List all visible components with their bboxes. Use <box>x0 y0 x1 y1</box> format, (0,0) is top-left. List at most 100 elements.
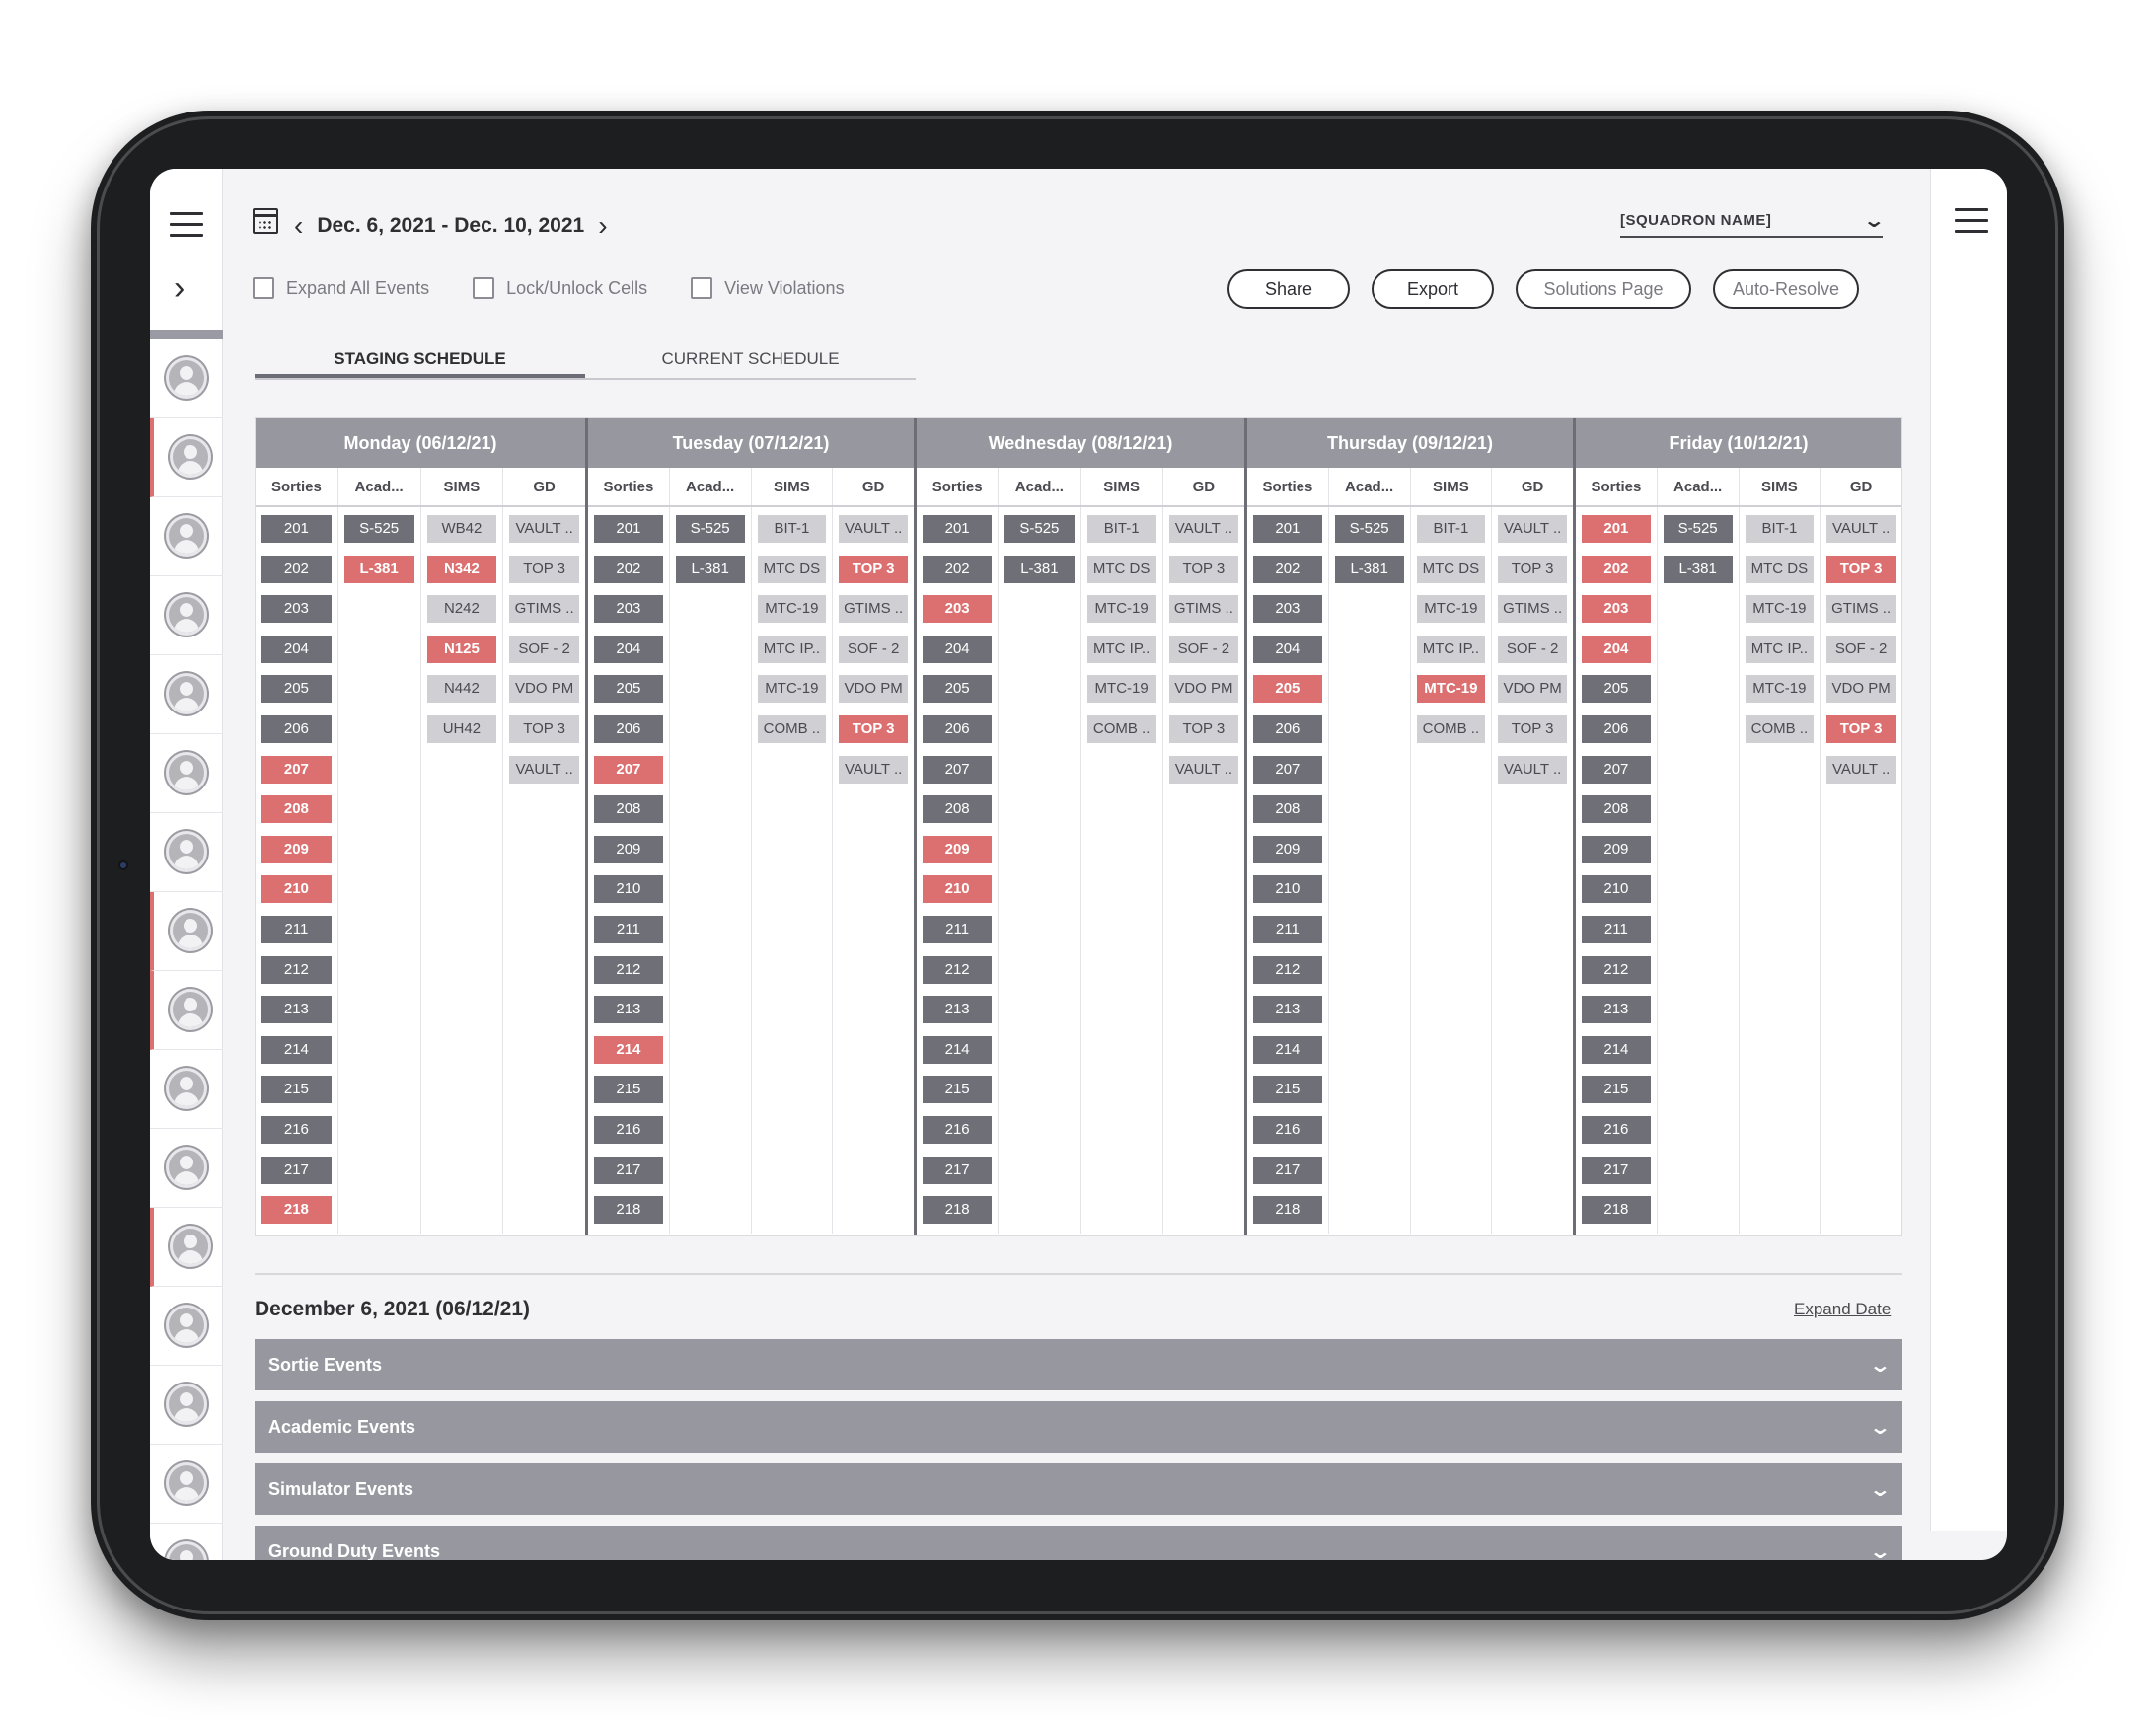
sortie-cell[interactable]: 202 <box>261 555 332 583</box>
sortie-cell-violation[interactable]: 204 <box>1582 635 1651 663</box>
ground-duty-cell-violation[interactable]: TOP 3 <box>839 714 908 743</box>
sortie-cell[interactable]: 203 <box>594 595 663 624</box>
sortie-cell[interactable]: 206 <box>261 714 332 743</box>
sortie-cell[interactable]: 214 <box>261 1035 332 1064</box>
ground-duty-cell[interactable]: GTIMS .. <box>1168 595 1238 624</box>
sortie-cell[interactable]: 201 <box>261 515 332 543</box>
ground-duty-cell-violation[interactable]: TOP 3 <box>1826 714 1896 743</box>
ground-duty-cell[interactable]: TOP 3 <box>509 714 579 743</box>
sortie-cell[interactable]: 207 <box>923 755 993 784</box>
sortie-cell[interactable]: 215 <box>923 1076 993 1104</box>
ground-duty-cell[interactable]: GTIMS .. <box>509 595 579 624</box>
checkbox-box[interactable] <box>691 277 713 299</box>
sim-cell-violation[interactable]: N125 <box>426 635 497 663</box>
sim-cell[interactable]: BIT-1 <box>757 515 827 543</box>
sortie-cell[interactable]: 215 <box>594 1076 663 1104</box>
sortie-cell-violation[interactable]: 218 <box>261 1196 332 1225</box>
academic-cell[interactable]: L-381 <box>1663 555 1733 583</box>
academic-cell[interactable]: L-381 <box>1334 555 1404 583</box>
checkbox-box[interactable] <box>473 277 495 299</box>
sim-cell[interactable]: UH42 <box>426 714 497 743</box>
sim-cell[interactable]: MTC-19 <box>1745 675 1815 704</box>
sortie-cell-violation[interactable]: 201 <box>1582 515 1651 543</box>
sortie-cell-violation[interactable]: 209 <box>923 835 993 863</box>
sortie-cell[interactable]: 211 <box>594 915 663 943</box>
sim-cell[interactable]: MTC DS <box>1416 555 1486 583</box>
sortie-cell[interactable]: 211 <box>1253 915 1322 943</box>
auto-resolve-button[interactable]: Auto-Resolve <box>1713 269 1859 309</box>
sortie-cell[interactable]: 215 <box>261 1076 332 1104</box>
sim-cell[interactable]: BIT-1 <box>1416 515 1486 543</box>
roster-row[interactable] <box>150 1050 223 1129</box>
sortie-cell[interactable]: 217 <box>594 1156 663 1184</box>
ground-duty-cell[interactable]: VAULT .. <box>1498 755 1567 784</box>
ground-duty-cell[interactable]: VAULT .. <box>1168 755 1238 784</box>
sortie-cell[interactable]: 201 <box>1253 515 1322 543</box>
solutions-page-button[interactable]: Solutions Page <box>1516 269 1691 309</box>
sortie-cell[interactable]: 213 <box>1582 996 1651 1024</box>
sim-cell[interactable]: WB42 <box>426 515 497 543</box>
sim-cell[interactable]: MTC-19 <box>1416 595 1486 624</box>
sortie-cell[interactable]: 215 <box>1582 1076 1651 1104</box>
roster-row[interactable] <box>150 1524 223 1560</box>
sortie-cell-violation[interactable]: 214 <box>594 1035 663 1064</box>
sortie-cell[interactable]: 217 <box>1253 1156 1322 1184</box>
sim-cell[interactable]: MTC-19 <box>1086 595 1156 624</box>
view-violations-checkbox[interactable]: View Violations <box>691 277 845 299</box>
sortie-cell-violation[interactable]: 203 <box>1582 595 1651 624</box>
hamburger-menu-icon[interactable] <box>1955 208 1988 234</box>
tab-current-schedule[interactable]: CURRENT SCHEDULE <box>661 349 840 368</box>
sortie-cell[interactable]: 210 <box>594 875 663 904</box>
sortie-cell[interactable]: 217 <box>1582 1156 1651 1184</box>
academic-cell-violation[interactable]: L-381 <box>343 555 414 583</box>
sortie-cell[interactable]: 211 <box>261 915 332 943</box>
sim-cell[interactable]: MTC-19 <box>1745 595 1815 624</box>
sim-cell[interactable]: N442 <box>426 675 497 704</box>
ground-duty-cell-violation[interactable]: TOP 3 <box>1826 555 1896 583</box>
sortie-cell[interactable]: 205 <box>1582 675 1651 704</box>
roster-row[interactable] <box>150 1208 223 1287</box>
sortie-cell[interactable]: 216 <box>1582 1115 1651 1144</box>
ground-duty-cell[interactable]: VDO PM <box>1168 675 1238 704</box>
academic-cell[interactable]: S-525 <box>1004 515 1075 543</box>
tab-staging-schedule[interactable]: STAGING SCHEDULE <box>255 344 585 378</box>
sim-cell-violation[interactable]: MTC-19 <box>1416 675 1486 704</box>
roster-row[interactable] <box>150 971 223 1050</box>
ground-duty-cell[interactable]: VAULT .. <box>839 515 908 543</box>
sortie-cell[interactable]: 208 <box>923 795 993 824</box>
sortie-events-accordion[interactable]: Sortie Events ⌄ <box>255 1339 1902 1390</box>
calendar-icon[interactable] <box>253 208 278 234</box>
sortie-cell[interactable]: 201 <box>923 515 993 543</box>
export-button[interactable]: Export <box>1372 269 1494 309</box>
roster-row[interactable] <box>150 655 223 734</box>
sortie-cell[interactable]: 205 <box>261 675 332 704</box>
ground-duty-cell[interactable]: TOP 3 <box>1498 714 1567 743</box>
sortie-cell[interactable]: 210 <box>1582 875 1651 904</box>
sim-cell[interactable]: COMB .. <box>757 714 827 743</box>
sim-cell[interactable]: COMB .. <box>1086 714 1156 743</box>
sortie-cell[interactable]: 213 <box>923 996 993 1024</box>
sortie-cell[interactable]: 201 <box>594 515 663 543</box>
sortie-cell[interactable]: 209 <box>1582 835 1651 863</box>
sortie-cell[interactable]: 209 <box>594 835 663 863</box>
sortie-cell-violation[interactable]: 210 <box>923 875 993 904</box>
ground-duty-cell[interactable]: VAULT .. <box>509 515 579 543</box>
share-button[interactable]: Share <box>1227 269 1350 309</box>
ground-duty-cell[interactable]: SOF - 2 <box>1826 635 1896 663</box>
sortie-cell[interactable]: 211 <box>1582 915 1651 943</box>
checkbox-box[interactable] <box>253 277 274 299</box>
sortie-cell[interactable]: 206 <box>1253 714 1322 743</box>
sortie-cell[interactable]: 212 <box>1582 955 1651 984</box>
sortie-cell[interactable]: 209 <box>1253 835 1322 863</box>
sortie-cell[interactable]: 213 <box>261 996 332 1024</box>
sortie-cell[interactable]: 207 <box>1582 755 1651 784</box>
roster-row[interactable] <box>150 1445 223 1524</box>
sortie-cell[interactable]: 206 <box>923 714 993 743</box>
sortie-cell[interactable]: 212 <box>923 955 993 984</box>
roster-row[interactable] <box>150 497 223 576</box>
sortie-cell[interactable]: 217 <box>923 1156 993 1184</box>
sim-cell[interactable]: N242 <box>426 595 497 624</box>
sim-cell[interactable]: MTC DS <box>1745 555 1815 583</box>
academic-cell[interactable]: S-525 <box>1663 515 1733 543</box>
sortie-cell-violation[interactable]: 207 <box>261 755 332 784</box>
